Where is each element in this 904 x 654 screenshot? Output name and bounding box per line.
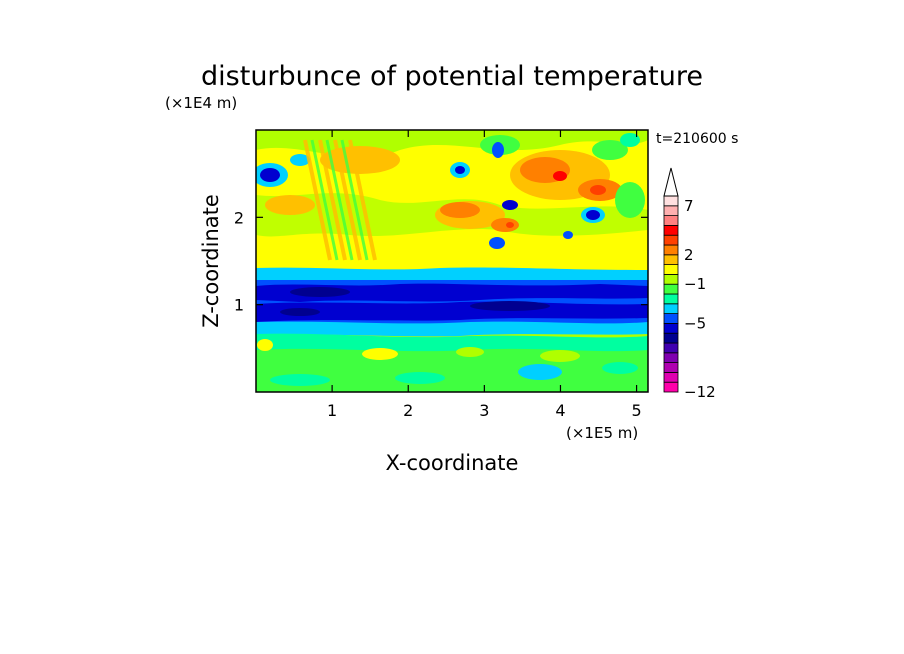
colorbar-swatch [663, 283, 679, 295]
colorbar-swatch [663, 371, 679, 383]
colorbar-tick-label: 7 [684, 197, 694, 215]
colorbar-tick-label: −12 [684, 383, 716, 401]
x-tick-label: 2 [403, 401, 413, 420]
colorbar-swatch [663, 381, 679, 393]
chart-title: disturbunce of potential temperature [201, 61, 703, 92]
colorbar-swatch [663, 322, 679, 334]
colorbar-swatch [663, 215, 679, 226]
colorbar-tick-label: 2 [684, 246, 694, 264]
colorbar: 7 2 −1 −5 −12 [663, 167, 716, 401]
x-tick-label: 5 [631, 401, 641, 420]
y-unit-label: (×1E4 m) [165, 94, 237, 112]
colorbar-swatch [663, 332, 679, 344]
colorbar-tick-label: −1 [684, 275, 706, 293]
x-unit-label: (×1E5 m) [566, 424, 638, 442]
contour-field [256, 130, 648, 392]
x-tick-label: 1 [327, 401, 337, 420]
y-tick-label: 1 [234, 296, 244, 315]
colorbar-extend-arrow [663, 167, 679, 197]
colorbar-swatch [663, 254, 679, 266]
colorbar-swatch [663, 195, 679, 207]
colorbar-swatch [663, 244, 679, 256]
colorbar-swatch [663, 293, 679, 305]
x-axis: 1 2 3 4 5 [327, 130, 642, 420]
x-tick-label: 4 [555, 401, 565, 420]
time-label: t=210600 s [656, 131, 738, 147]
colorbar-swatch [663, 303, 679, 314]
colorbar-swatch [663, 205, 679, 217]
x-tick-label: 3 [479, 401, 489, 420]
colorbar-swatch [663, 352, 679, 363]
x-axis-label: X-coordinate [386, 451, 519, 475]
colorbar-swatch [663, 362, 679, 373]
colorbar-swatch [663, 224, 679, 236]
y-tick-label: 2 [234, 208, 244, 227]
plot-frame [255, 129, 649, 393]
colorbar-swatch [663, 234, 679, 246]
colorbar-tick-label: −5 [684, 314, 706, 332]
colorbar-swatch [663, 273, 679, 285]
y-axis-label: Z-coordinate [199, 194, 223, 328]
colorbar-swatch [663, 313, 679, 324]
colorbar-swatch [663, 342, 679, 354]
y-axis: 12 [234, 208, 648, 315]
colorbar-swatch [663, 264, 679, 275]
